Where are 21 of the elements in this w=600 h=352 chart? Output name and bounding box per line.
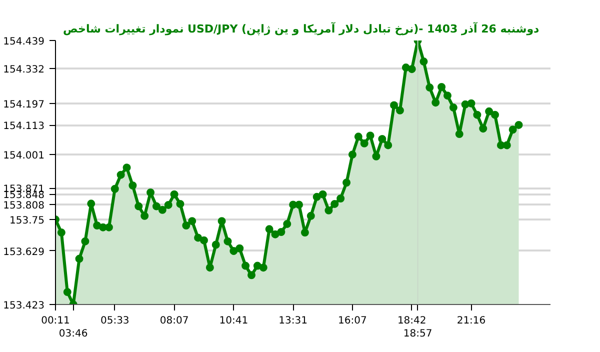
y-tick-label: 154.332 xyxy=(3,64,45,76)
x-tick-label: 13:31 xyxy=(278,316,308,326)
x-tick-label: 03:46 xyxy=(58,328,88,340)
x-tick-label: 05:33 xyxy=(100,316,130,326)
y-tick-label: 153.848 xyxy=(3,190,45,202)
x-tick-label: 08:07 xyxy=(160,316,189,326)
y-tick-label: 154.113 xyxy=(3,121,45,132)
x-tick-label: 18:42 xyxy=(397,316,426,326)
y-tick-label: 153.423 xyxy=(3,300,45,312)
chart-title: نمودار تغییرات شاخص USD/JPY (نرخ تبادل دلار آمریکا و ین ژاپن)- دوشنبه 26 آذر 1403 xyxy=(63,22,540,36)
x-tick-label: 21:16 xyxy=(456,316,486,326)
y-tick-label: 153.808 xyxy=(3,200,45,212)
x-tick-label: 16:07 xyxy=(338,316,367,326)
y-tick-label: 154.001 xyxy=(3,150,45,162)
y-tick-label: 153.75 xyxy=(10,216,45,227)
y-tick-label: 154.439 xyxy=(3,36,45,48)
y-tick-label: 153.629 xyxy=(3,246,45,258)
x-tick-label: 10:41 xyxy=(219,316,248,326)
x-tick-label: 18:57 xyxy=(403,328,432,340)
x-tick-label: 00:11 xyxy=(41,316,70,326)
y-tick-label: 154.197 xyxy=(3,99,45,110)
